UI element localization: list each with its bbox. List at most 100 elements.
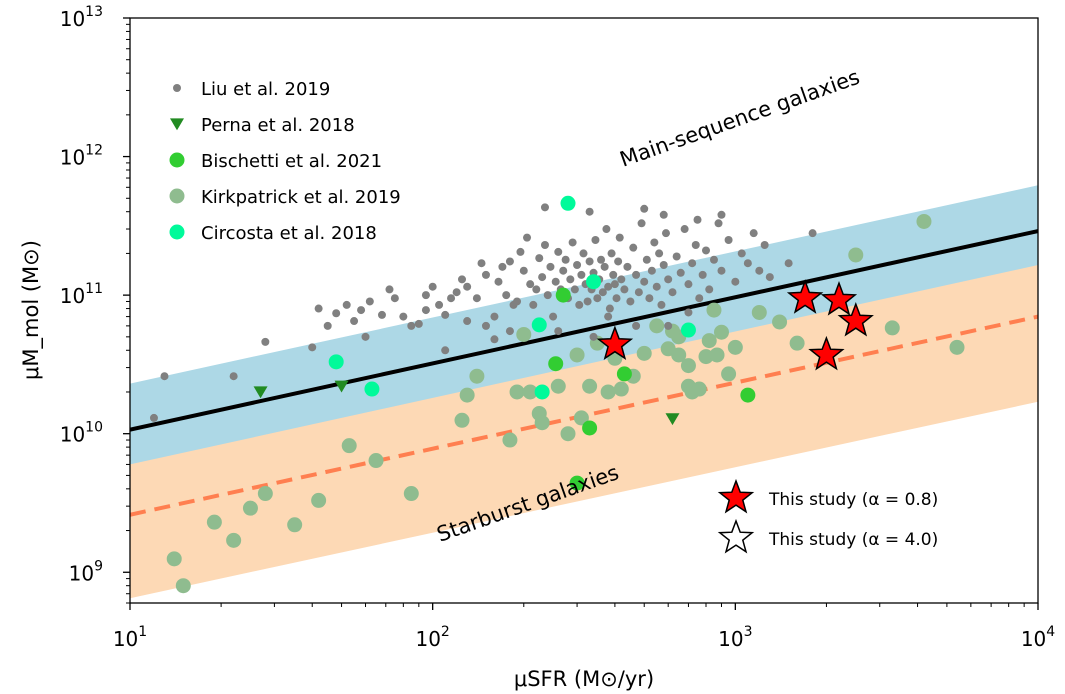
liu-2019-point [361, 332, 370, 341]
legend-label: This study (α = 4.0) [768, 530, 938, 550]
liu-2019-point [676, 268, 685, 277]
liu-2019-point [724, 235, 733, 244]
legend-label: Bischetti et al. 2021 [201, 151, 382, 172]
liu-2019-point [714, 219, 723, 228]
liu-2019-point [607, 249, 616, 258]
liu-2019-point [609, 270, 618, 279]
perna-2018-point [334, 380, 349, 393]
liu-2019-point [717, 266, 726, 275]
bischetti-2021-point [569, 475, 585, 491]
kirkpatrick-2019-point [560, 426, 576, 442]
kirkpatrick-2019-point [709, 347, 725, 363]
liu-2019-point [657, 300, 666, 309]
legend-this-study: This study (α = 0.8) This study (α = 4.0) [717, 478, 938, 554]
main-sequence-annotation: Main-sequence galaxies [617, 65, 863, 172]
liu-2019-point [490, 312, 499, 321]
liu-2019-point [577, 270, 586, 279]
kirkpatrick-2019-point [509, 384, 525, 400]
liu-2019-point [385, 285, 394, 294]
legend-triangle-marker [170, 118, 184, 131]
liu-2019-point [695, 294, 704, 303]
kirkpatrick-2019-point [671, 347, 687, 363]
bischetti-2021-point [582, 420, 598, 436]
x-tick-label: 103 [718, 624, 752, 651]
liu-2019-point [664, 321, 673, 330]
liu-2019-point [717, 210, 726, 219]
liu-2019-point [452, 288, 461, 297]
kirkpatrick-2019-point [469, 368, 485, 384]
y-tick-label: 109 [69, 558, 103, 585]
y-tick-label: 1010 [60, 420, 103, 447]
x-axis-ticks: 101 102 103 104 [113, 603, 1055, 651]
y-axis-label: μM_mol (M⊙) [19, 240, 44, 380]
kirkpatrick-2019-point [772, 314, 788, 330]
perna-2018-point [665, 413, 680, 426]
liu-2019-point [463, 317, 472, 326]
legend-circle-marker [169, 188, 185, 204]
liu-2019-point [650, 238, 659, 247]
kirkpatrick-2019-point [721, 366, 737, 382]
y-tick-label: 1013 [60, 4, 103, 31]
legend-star-marker [717, 478, 755, 514]
kirkpatrick-2019-point [636, 345, 652, 361]
liu-2019-point [441, 310, 450, 319]
liu-2019-point [583, 297, 592, 306]
liu-2019-point [589, 332, 598, 341]
liu-2019-point [585, 207, 594, 216]
x-tick-label: 101 [113, 624, 147, 651]
liu-2019-point [600, 262, 609, 271]
liu-2019-point [632, 270, 641, 279]
liu-2019-point [435, 300, 444, 309]
liu-2019-point [421, 291, 430, 300]
liu-2019-point [477, 259, 486, 268]
study-alpha-4.0-star [808, 335, 845, 371]
liu-2019-point [457, 275, 466, 284]
kirkpatrick-2019-point [522, 384, 538, 400]
kirkpatrick-2019-point [789, 335, 805, 351]
liu-2019-point [614, 257, 623, 266]
liu-2019-point [505, 257, 514, 266]
kirkpatrick-2019-point [311, 492, 327, 508]
liu-2019-point [490, 335, 499, 344]
kirkpatrick-2019-point [848, 247, 864, 263]
liu-2019-point [749, 229, 758, 238]
kirkpatrick-2019-point [680, 358, 696, 374]
liu-2019-point [684, 308, 693, 317]
kirkpatrick-2019-point [341, 438, 357, 454]
liu-2019-point [640, 277, 649, 286]
liu-2019-point [323, 321, 332, 330]
liu-2019-point [784, 259, 793, 268]
liu-2019-point [549, 312, 558, 321]
liu-2019-point [314, 304, 323, 313]
circosta-2018-point [328, 354, 344, 370]
legend-label: Kirkpatrick et al. 2019 [201, 187, 401, 208]
liu-2019-point [626, 297, 635, 306]
circosta-2018-point [680, 322, 696, 338]
liu-2019-point [505, 327, 514, 336]
liu-2019-point [463, 282, 472, 291]
liu-2019-point [661, 229, 670, 238]
liu-2019-point [513, 297, 522, 306]
liu-2019-point [559, 266, 568, 275]
liu-2019-point [691, 241, 700, 250]
liu-2019-point [428, 282, 437, 291]
liu-2019-point [149, 413, 158, 422]
kirkpatrick-2019-point [175, 578, 191, 594]
liu-2019-point [399, 312, 408, 321]
liu-2019-point [632, 321, 641, 330]
kirkpatrick-2019-point [691, 381, 707, 397]
kirkpatrick-2019-point [884, 320, 900, 336]
kirkpatrick-2019-point [582, 378, 598, 394]
liu-2019-point [481, 321, 490, 330]
liu-2019-point [350, 317, 359, 326]
liu-2019-point [529, 300, 538, 309]
liu-2019-point [737, 249, 746, 258]
liu-2019-point [308, 343, 317, 352]
perna-2018-point [253, 386, 268, 399]
legend-dot-marker [173, 84, 181, 92]
kirkpatrick-2019-point [516, 326, 532, 342]
liu-2019-point [566, 275, 575, 284]
circosta-2018-point [560, 195, 576, 211]
y-tick-label: 1012 [60, 143, 103, 170]
